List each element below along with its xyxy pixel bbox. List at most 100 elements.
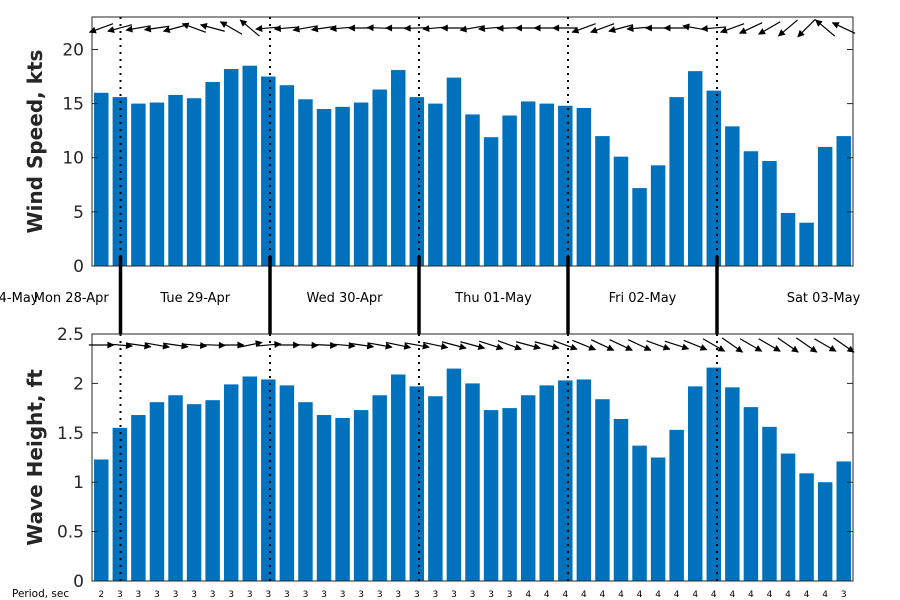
- bar: [261, 379, 276, 581]
- direction-arrow: [423, 341, 449, 350]
- bar: [223, 68, 239, 267]
- period-value: 3: [303, 590, 309, 600]
- bar: [335, 106, 350, 266]
- period-value: 4: [581, 590, 587, 600]
- direction-arrow: [553, 340, 578, 351]
- y-tick-label: 2.5: [57, 325, 84, 345]
- bar: [465, 114, 480, 266]
- period-value: 3: [414, 590, 420, 600]
- bar: [483, 410, 499, 581]
- direction-arrow: [163, 342, 189, 350]
- bar: [836, 136, 851, 266]
- direction-arrow: [777, 19, 798, 37]
- bar: [279, 85, 295, 266]
- day-label: Mon 28-Apr: [34, 291, 110, 306]
- direction-arrow: [239, 19, 260, 37]
- bar: [168, 395, 183, 581]
- period-value: 3: [321, 590, 327, 600]
- wind-speed-panel: 0 5 10 15 20 Wind Speed, kts: [23, 16, 856, 277]
- bar: [520, 101, 536, 266]
- direction-arrow: [796, 337, 818, 353]
- direction-arrow: [831, 22, 856, 34]
- y-tick-label: 0: [73, 572, 84, 592]
- period-value: 3: [228, 590, 234, 600]
- y-tick-label: 20: [62, 40, 84, 60]
- bar: [743, 407, 759, 581]
- period-value: 4: [674, 590, 680, 600]
- bar: [372, 89, 387, 266]
- bar: [242, 65, 258, 266]
- period-value: 3: [210, 590, 216, 600]
- direction-arrow: [237, 340, 263, 349]
- period-value: 3: [433, 590, 439, 600]
- bar: [223, 384, 239, 581]
- bar: [706, 367, 722, 581]
- direction-arrow: [162, 24, 188, 33]
- direction-arrow: [738, 22, 763, 34]
- bar: [650, 457, 666, 581]
- bar: [112, 97, 128, 267]
- direction-arrow: [311, 341, 338, 349]
- direction-arrow: [815, 19, 836, 37]
- y-tick-label: 10: [62, 149, 84, 169]
- bar: [780, 453, 796, 581]
- period-value: 4: [748, 590, 754, 600]
- direction-arrow: [739, 338, 763, 352]
- bar: [539, 103, 554, 266]
- bar: [409, 97, 425, 267]
- bar: [558, 380, 573, 581]
- direction-arrow: [181, 342, 208, 350]
- day-label-band: Mon 28-Apr Tue 29-Apr Wed 30-Apr Thu 01-May…: [0, 256, 861, 334]
- bar: [316, 109, 332, 267]
- day-label: Tue 29-Apr: [159, 291, 230, 306]
- period-value: 4: [711, 590, 717, 600]
- period-value: 3: [173, 590, 179, 600]
- period-value: 3: [488, 590, 494, 600]
- period-value: 4: [822, 590, 828, 600]
- period-value: 4: [600, 590, 606, 600]
- direction-arrow: [88, 23, 114, 34]
- bar: [428, 396, 443, 581]
- bar: [316, 415, 332, 581]
- period-value: 4: [525, 590, 531, 600]
- bar: [762, 426, 777, 581]
- direction-arrow: [255, 340, 282, 348]
- period-value: 4: [767, 590, 773, 600]
- direction-arrow: [571, 23, 596, 34]
- direction-arrow: [497, 340, 523, 351]
- bar: [687, 71, 703, 266]
- direction-arrow: [534, 341, 560, 350]
- bar: [502, 408, 517, 581]
- period-value: 3: [191, 590, 197, 600]
- direction-arrow: [572, 339, 597, 351]
- direction-arrow: [348, 342, 375, 350]
- bar: [502, 115, 517, 266]
- period-value: 3: [451, 590, 457, 600]
- bar: [632, 445, 647, 581]
- bar: [353, 102, 369, 266]
- bar: [131, 103, 146, 266]
- direction-arrow: [385, 341, 412, 350]
- direction-arrow: [460, 341, 486, 350]
- bar: [836, 461, 851, 581]
- bar: [409, 386, 425, 581]
- direction-arrow: [721, 337, 744, 353]
- bar: [558, 105, 573, 266]
- period-value: 4: [785, 590, 791, 600]
- direction-arrow: [777, 337, 799, 353]
- bar: [669, 97, 684, 267]
- bar: [112, 427, 128, 581]
- y-axis-label: Wave Height, ft: [23, 369, 47, 546]
- bar: [428, 103, 443, 266]
- bar: [817, 482, 833, 581]
- y-tick-label: 5: [73, 203, 84, 223]
- bar: [595, 399, 610, 581]
- bar: [483, 137, 499, 266]
- y-tick-label: 0.5: [57, 523, 84, 543]
- bar: [576, 107, 592, 266]
- period-value: 3: [470, 590, 476, 600]
- direction-arrow: [330, 342, 356, 350]
- direction-arrow: [627, 339, 652, 351]
- bar: [539, 385, 554, 581]
- day-label: Sun 04-May: [0, 291, 39, 306]
